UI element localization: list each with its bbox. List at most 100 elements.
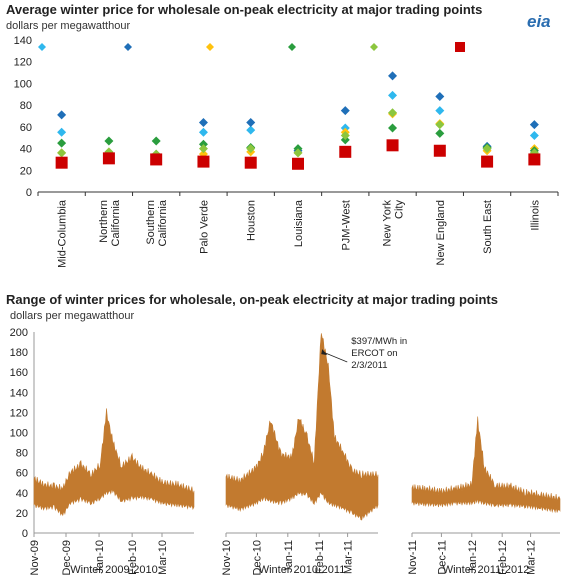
- panel-x-tick: Nov-10: [221, 540, 233, 575]
- price-range-band: [411, 416, 561, 514]
- legend-item-2007-2008: [124, 43, 132, 51]
- panel-name: Winter 2009-2010: [70, 564, 157, 575]
- annotation-text-line: ERCOT on: [351, 348, 397, 359]
- annotation-arrow-line: [323, 351, 348, 363]
- panel-x-tick: Nov-09: [29, 540, 41, 575]
- svg-text:eia: eia: [527, 12, 551, 31]
- chart1-category-label-line: New England: [435, 200, 447, 265]
- chart1-y-tick: 100: [14, 78, 32, 90]
- legend-item-2011-2012: [455, 42, 465, 52]
- panel-name: Winter 2011-2012: [443, 564, 530, 575]
- panel-x-tick: Feb-10: [127, 540, 139, 575]
- point-2006-2007: [57, 127, 67, 137]
- chart1-category-label: Palo Verde: [198, 200, 210, 254]
- point-2009-2010: [151, 136, 161, 146]
- panel-x-tick: Jan-12: [467, 540, 479, 574]
- panel-x-tick: Dec-09: [61, 540, 73, 575]
- legend-item-2009-2010: [288, 43, 296, 51]
- chart2-y-tick: 140: [10, 387, 28, 399]
- chart1-category-label-line: New York: [382, 200, 394, 247]
- chart1-y-tick: 20: [20, 165, 32, 177]
- chart1-y-tick: 40: [20, 144, 32, 156]
- point-2010-2011: [198, 144, 208, 154]
- chart1-category-label-line: Northern: [98, 200, 110, 243]
- price-range-band: [33, 408, 195, 517]
- point-2007-2008: [246, 118, 256, 128]
- point-2007-2008: [435, 91, 445, 101]
- point-2011-2012: [102, 152, 115, 165]
- chart1-category-label-line: Mid-Columbia: [57, 199, 69, 268]
- chart1-y-tick: 60: [20, 122, 32, 134]
- point-2009-2010: [388, 123, 398, 133]
- chart1-category-label-line: City: [394, 200, 406, 219]
- chart1-y-tick: 80: [20, 100, 32, 112]
- annotation-text-line: 2/3/2011: [351, 360, 387, 371]
- panel-x-tick: Feb-12: [497, 540, 509, 575]
- legend-marker: [370, 43, 378, 51]
- chart1-unit-label: dollars per megawatthour: [6, 20, 130, 32]
- panel-x-tick: Dec-11: [436, 540, 448, 575]
- point-2009-2010: [435, 128, 445, 138]
- chart1-category-label-line: Illinois: [529, 200, 541, 231]
- chart1-y-tick: 140: [14, 35, 32, 47]
- chart1-category-label: Houston: [246, 200, 258, 241]
- legend-marker: [288, 43, 296, 51]
- chart2-unit-label: dollars per megawatthour: [10, 310, 134, 322]
- panel-name: Winter 2010-2011: [259, 564, 346, 575]
- legend-item-2006-2007: [38, 43, 46, 51]
- legend-marker: [38, 43, 46, 51]
- point-2006-2007: [435, 106, 445, 116]
- panel-x-tick: Jan-10: [94, 540, 106, 574]
- chart1-title: Average winter price for wholesale on-pe…: [6, 2, 482, 17]
- point-2010-2011: [246, 144, 256, 154]
- legend-marker: [206, 43, 214, 51]
- chart1-y-tick: 0: [26, 187, 32, 199]
- chart2-y-tick: 20: [16, 508, 28, 520]
- chart1-category-label-line: California: [157, 199, 169, 246]
- chart1-category-label: PJM-West: [340, 200, 352, 251]
- chart1-category-label: Southern California: [145, 199, 169, 246]
- panel-x-tick: Mar-10: [157, 540, 169, 575]
- chart2-y-tick: 180: [10, 347, 28, 359]
- chart2-y-tick: 160: [10, 367, 28, 379]
- chart1-category-label: Illinois: [529, 200, 541, 231]
- point-2011-2012: [244, 156, 257, 169]
- point-2006-2007: [529, 131, 539, 141]
- legend-item-2010-2011: [370, 43, 378, 51]
- chart1-category-label: New York City: [382, 200, 406, 247]
- chart1-category-label-line: PJM-West: [340, 200, 352, 251]
- point-2006-2007: [388, 90, 398, 100]
- chart1-category-label: Northern California: [98, 199, 122, 246]
- chart2-y-tick: 40: [16, 488, 28, 500]
- price-range-band: [225, 333, 379, 521]
- point-2006-2007: [246, 125, 256, 135]
- average-price-chart: Average winter price for wholesale on-pe…: [6, 2, 559, 268]
- panel-x-tick: Jan-11: [283, 540, 295, 573]
- chart1-category-label: South East: [482, 200, 494, 254]
- panel-x-tick: Mar-11: [343, 540, 355, 574]
- point-2011-2012: [197, 155, 210, 168]
- chart1-category-label-line: Southern: [145, 200, 157, 245]
- annotation-arrow-head: [321, 349, 328, 356]
- point-2010-2011: [482, 144, 492, 154]
- point-2011-2012: [481, 155, 494, 168]
- panel-x-tick: Feb-11: [314, 540, 326, 574]
- price-range-chart: Range of winter prices for wholesale, on…: [6, 292, 561, 575]
- point-2007-2008: [198, 118, 208, 128]
- point-2010-2011: [388, 108, 398, 118]
- panel-x-tick: Nov-11: [407, 540, 419, 575]
- chart1-category-label-line: Louisiana: [293, 199, 305, 247]
- point-2009-2010: [104, 136, 114, 146]
- point-2010-2011: [435, 120, 445, 130]
- panel-x-tick: Dec-10: [251, 540, 263, 575]
- chart2-y-tick: 80: [16, 448, 28, 460]
- chart1-category-label-line: Palo Verde: [198, 200, 210, 254]
- point-2010-2011: [57, 148, 67, 158]
- chart2-y-tick: 200: [10, 327, 28, 339]
- chart1-y-tick: 120: [14, 57, 32, 69]
- point-2011-2012: [528, 153, 541, 166]
